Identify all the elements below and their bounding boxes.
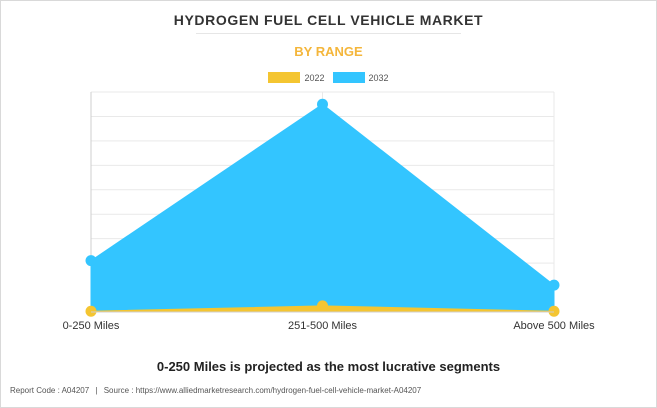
chart-subtitle: BY RANGE [294,44,363,59]
chart-title: HYDROGEN FUEL CELL VEHICLE MARKET [173,12,484,28]
area-series-2032 [90,103,555,313]
legend-swatch-2032 [332,72,365,83]
legend-swatch-2022 [268,72,301,83]
legend-item-2022[interactable]: 2022 [268,72,325,83]
data-point-2022 [317,300,328,312]
x-tick-label: 0-250 Miles [63,320,120,332]
footer: Report Code : A04207 | Source : https://… [10,386,421,395]
data-point-2022 [548,305,560,317]
footer-separator: | [95,386,98,395]
title-divider [196,33,461,34]
legend-item-2032[interactable]: 2032 [332,72,389,83]
source-text: Source : https://www.alliedmarketresearc… [103,386,422,395]
legend: 2022 2032 [0,72,657,83]
data-point-2032 [85,255,97,267]
report-code: Report Code : A04207 [10,386,90,395]
insight-text: 0-250 Miles is projected as the most luc… [156,359,501,374]
data-point-2032 [548,279,560,291]
legend-label-2022: 2022 [304,72,325,83]
data-point-2032 [317,98,328,110]
data-point-2022 [85,305,97,317]
legend-label-2032: 2032 [368,72,389,83]
x-tick-label: Above 500 Miles [513,320,595,332]
x-tick-label: 251-500 Miles [288,320,358,332]
